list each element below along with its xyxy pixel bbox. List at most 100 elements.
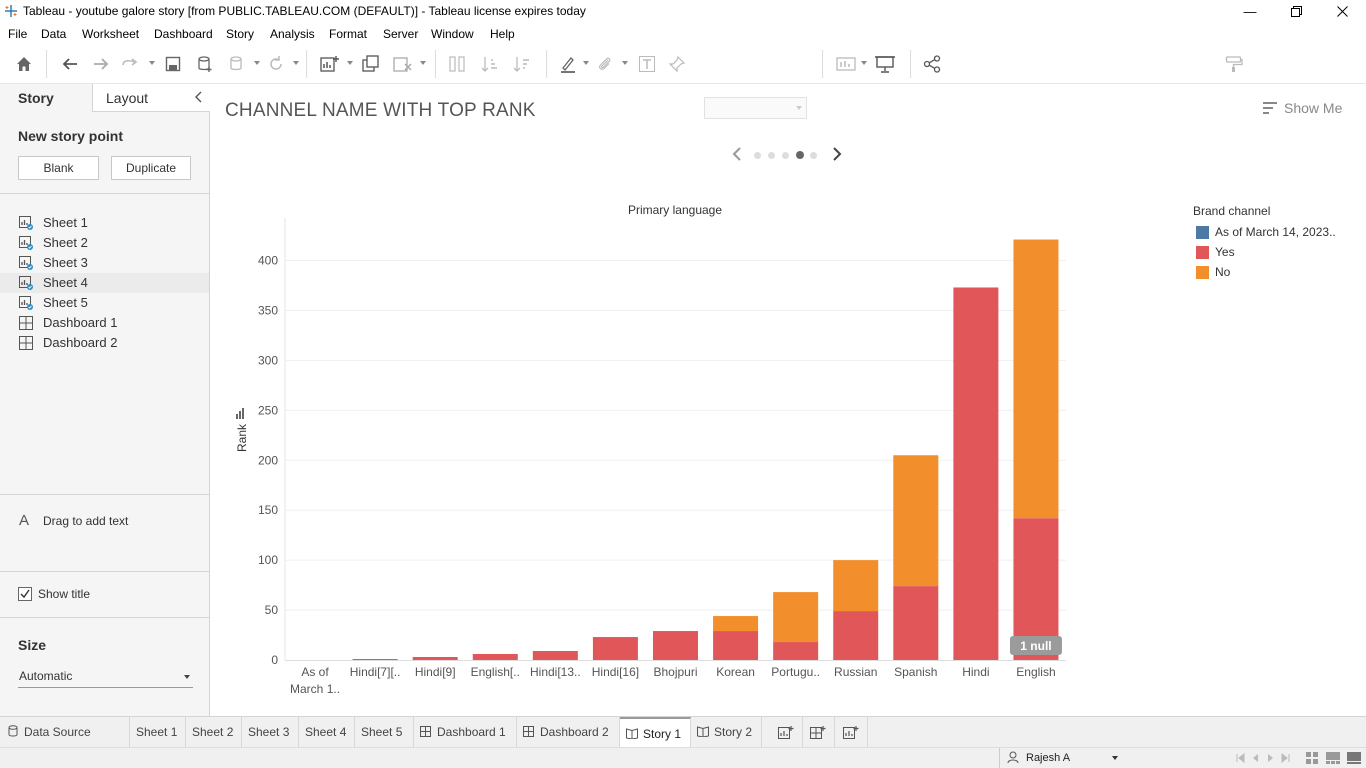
user-menu[interactable]: Rajesh A <box>999 748 1126 768</box>
group-members-button[interactable] <box>595 54 615 74</box>
replay-dropdown-icon[interactable] <box>149 61 155 65</box>
duplicate-sheet-button[interactable] <box>361 54 381 74</box>
menu-file[interactable]: File <box>8 27 28 41</box>
fit-dropdown[interactable] <box>704 97 807 119</box>
new-data-source-button[interactable] <box>195 54 215 74</box>
new-story-tab-button[interactable] <box>835 717 868 748</box>
save-button[interactable] <box>163 54 183 74</box>
show-tabs-button[interactable] <box>1347 752 1361 767</box>
bar-segment[interactable] <box>773 592 819 643</box>
sheet-tab[interactable]: Story 2 <box>691 717 762 748</box>
replay-animation-button[interactable] <box>121 54 141 74</box>
new-worksheet-button[interactable] <box>320 54 340 74</box>
sheet-list-item[interactable]: Dashboard 1 <box>0 313 209 333</box>
bar-segment[interactable] <box>893 455 939 587</box>
show-title-checkbox[interactable] <box>18 587 32 601</box>
presentation-mode-button[interactable] <box>875 54 895 74</box>
new-dashboard-tab-button[interactable] <box>802 717 835 748</box>
tab-layout[interactable]: Layout <box>92 84 210 112</box>
legend-item[interactable]: No <box>1193 264 1353 284</box>
legend-item[interactable]: Yes <box>1193 244 1353 264</box>
clear-sheet-button[interactable] <box>393 54 413 74</box>
bar-segment[interactable] <box>653 631 698 660</box>
menu-server[interactable]: Server <box>383 27 419 41</box>
menu-format[interactable]: Format <box>329 27 368 41</box>
sheet-list-item[interactable]: Sheet 5 <box>0 293 209 313</box>
bar-segment[interactable] <box>833 611 879 660</box>
blank-button[interactable]: Blank <box>18 156 99 180</box>
sheet-tab[interactable]: Sheet 3 <box>242 717 299 748</box>
bar-segment[interactable] <box>713 616 759 632</box>
menu-data[interactable]: Data <box>41 27 67 41</box>
undo-button[interactable] <box>60 54 80 74</box>
previous-story-point-button[interactable] <box>730 146 744 167</box>
close-button[interactable] <box>1319 0 1365 23</box>
story-point-dot[interactable] <box>796 151 804 159</box>
sheet-tab[interactable]: Data Source <box>2 717 130 748</box>
format-painter-button[interactable] <box>1224 54 1244 74</box>
sheet-tab[interactable]: Story 1 <box>620 717 691 748</box>
story-point-dot[interactable] <box>768 151 775 159</box>
bar-segment[interactable] <box>713 631 759 660</box>
bar-segment[interactable] <box>532 651 578 660</box>
clear-dropdown-icon[interactable] <box>420 61 426 65</box>
menu-dashboard[interactable]: Dashboard <box>154 27 213 41</box>
sheet-list-item[interactable]: Sheet 1 <box>0 213 209 233</box>
new-sheet-dropdown-icon[interactable] <box>347 61 353 65</box>
show-cards-button[interactable] <box>836 54 856 74</box>
highlight-button[interactable] <box>558 54 578 74</box>
next-story-point-button[interactable] <box>830 146 844 167</box>
refresh-button[interactable] <box>266 54 286 74</box>
bar-segment[interactable] <box>592 637 638 660</box>
highlight-dropdown-icon[interactable] <box>583 61 589 65</box>
pause-auto-updates-button[interactable] <box>227 54 247 74</box>
sheet-list-item[interactable]: Dashboard 2 <box>0 333 209 353</box>
bar-segment[interactable] <box>893 586 939 660</box>
bar-segment[interactable] <box>412 657 458 660</box>
redo-button[interactable] <box>91 54 111 74</box>
new-worksheet-tab-button[interactable] <box>770 717 803 748</box>
sort-ascending-button[interactable] <box>480 54 500 74</box>
minimize-button[interactable]: — <box>1227 0 1273 23</box>
fix-axes-button[interactable] <box>667 54 687 74</box>
show-filmstrip-button[interactable] <box>1326 752 1340 767</box>
sheet-list-item[interactable]: Sheet 2 <box>0 233 209 253</box>
sheet-tab[interactable]: Sheet 1 <box>130 717 186 748</box>
sheet-list-item[interactable]: Sheet 3 <box>0 253 209 273</box>
sheet-tab[interactable]: Dashboard 2 <box>517 717 620 748</box>
show-sheet-sorter-button[interactable] <box>1306 752 1318 767</box>
collapse-panel-button[interactable] <box>194 90 204 108</box>
sort-descending-button[interactable] <box>512 54 532 74</box>
duplicate-button[interactable]: Duplicate <box>111 156 191 180</box>
story-point-dot[interactable] <box>782 151 789 159</box>
story-point-dot[interactable] <box>754 151 761 159</box>
bar-segment[interactable] <box>472 654 518 660</box>
menu-window[interactable]: Window <box>431 27 474 41</box>
bar-segment[interactable] <box>773 642 819 660</box>
sheet-tab[interactable]: Sheet 4 <box>299 717 355 748</box>
refresh-dropdown-icon[interactable] <box>293 61 299 65</box>
legend-item[interactable]: As of March 14, 2023.. <box>1193 224 1353 244</box>
sheet-tab[interactable]: Sheet 5 <box>355 717 414 748</box>
story-point-dot[interactable] <box>810 151 817 159</box>
home-button[interactable] <box>14 54 34 74</box>
menu-help[interactable]: Help <box>490 27 515 41</box>
restore-button[interactable] <box>1273 0 1319 23</box>
sheet-tab[interactable]: Dashboard 1 <box>414 717 517 748</box>
bar-segment[interactable] <box>833 560 879 612</box>
bar-segment[interactable] <box>953 287 999 660</box>
bar-segment[interactable] <box>1013 518 1059 660</box>
cards-dropdown-icon[interactable] <box>861 61 867 65</box>
swap-button[interactable] <box>447 54 467 74</box>
null-indicator[interactable] <box>1009 636 1062 655</box>
menu-analysis[interactable]: Analysis <box>270 27 315 41</box>
bar-segment[interactable] <box>352 659 398 661</box>
sheet-list-item[interactable]: Sheet 4 <box>0 273 209 293</box>
size-dropdown[interactable]: Automatic <box>18 666 193 688</box>
text-object[interactable]: A Drag to add text <box>0 495 209 571</box>
sort-icon[interactable] <box>236 408 244 419</box>
sheet-tab[interactable]: Sheet 2 <box>186 717 242 748</box>
menu-story[interactable]: Story <box>226 27 255 41</box>
share-button[interactable] <box>922 54 942 74</box>
group-dropdown-icon[interactable] <box>622 61 628 65</box>
